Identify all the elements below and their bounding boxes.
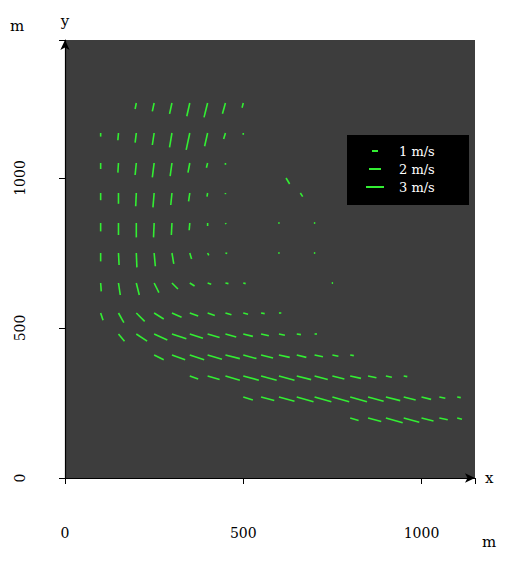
svg-text:y: y xyxy=(60,12,70,30)
svg-text:m: m xyxy=(10,17,24,35)
svg-text:500: 500 xyxy=(230,525,257,541)
svg-text:x: x xyxy=(485,469,494,487)
svg-text:500: 500 xyxy=(12,315,28,342)
svg-text:0: 0 xyxy=(61,525,70,541)
svg-text:1000: 1000 xyxy=(404,525,440,541)
svg-text:1 m/s: 1 m/s xyxy=(399,144,435,159)
svg-text:0: 0 xyxy=(12,474,28,483)
svg-text:2 m/s: 2 m/s xyxy=(399,162,435,177)
svg-text:1000: 1000 xyxy=(12,160,28,196)
svg-text:m: m xyxy=(482,533,496,551)
svg-text:3 m/s: 3 m/s xyxy=(399,180,435,195)
